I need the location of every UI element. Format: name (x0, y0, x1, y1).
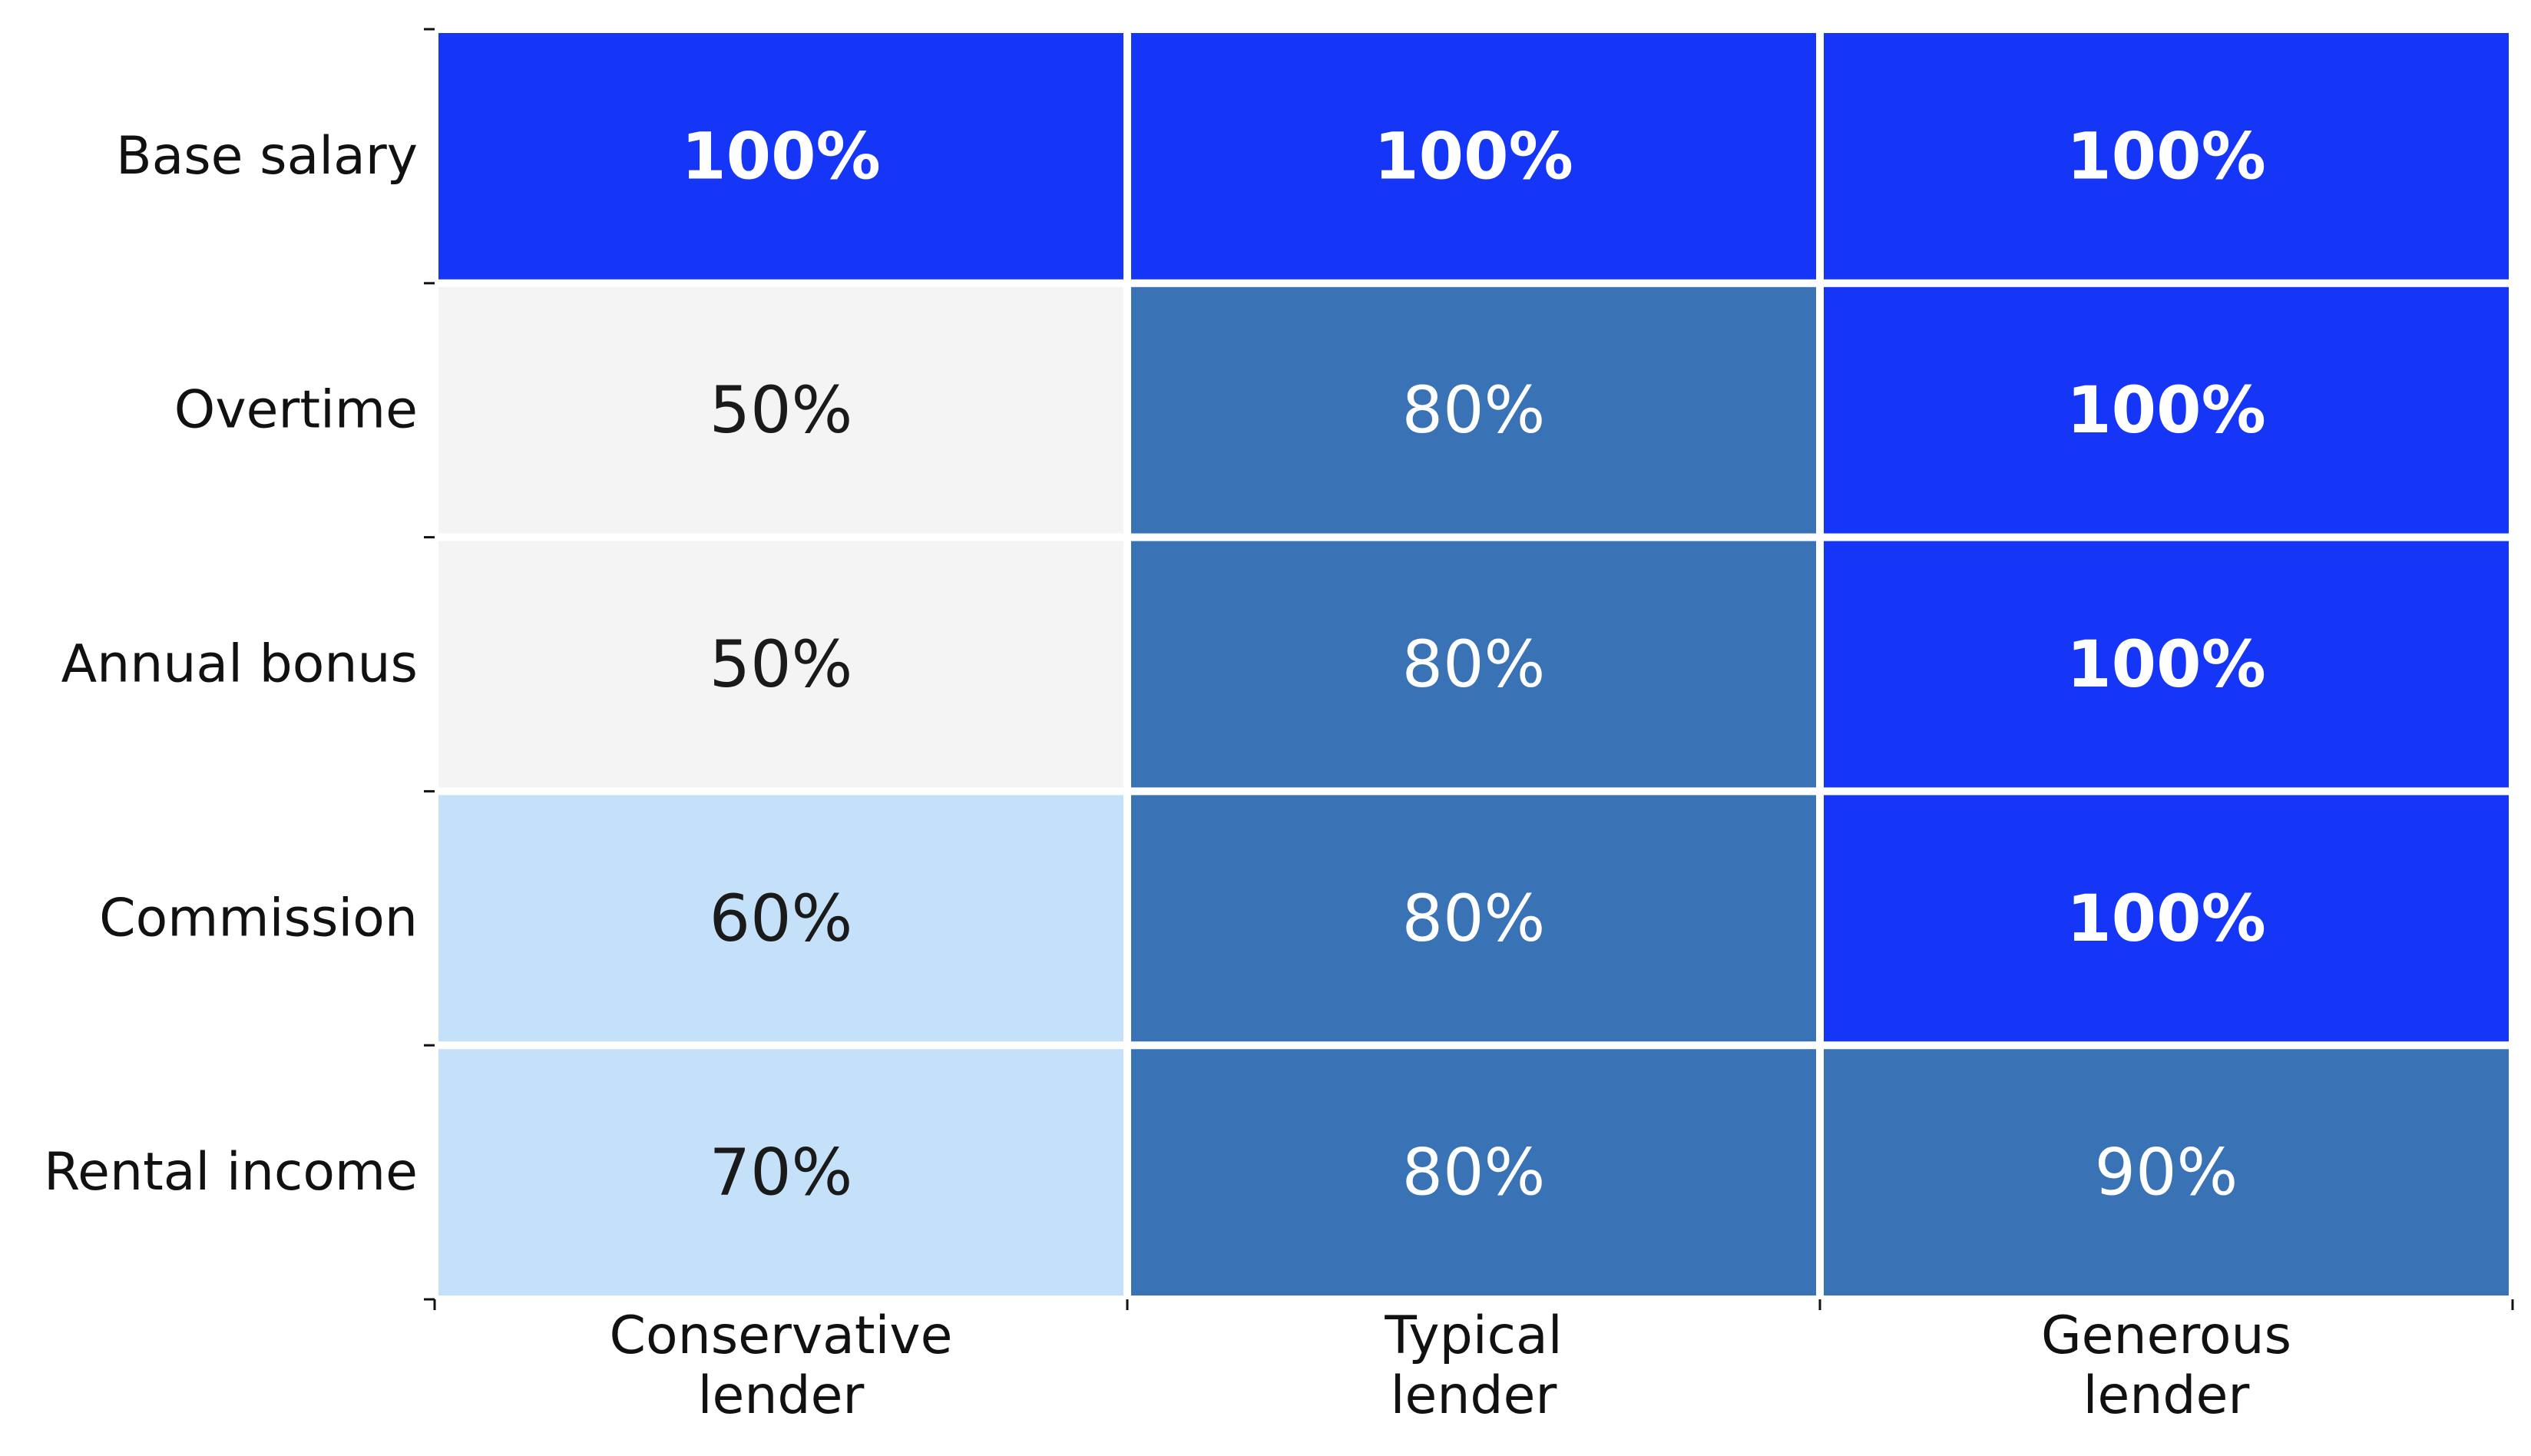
x-tick-label: Generous lender (2041, 1305, 2291, 1426)
heatmap-cell (1131, 286, 1816, 534)
heatmap-cell (1131, 795, 1816, 1042)
heatmap-cell-label: 100% (2066, 118, 2266, 194)
heatmap-cell-label: 50% (710, 627, 853, 702)
heatmap-cell (1131, 1049, 1816, 1296)
x-tick-label: Conservative lender (610, 1305, 953, 1426)
x-tick-label-line: Typical (1384, 1305, 1562, 1366)
heatmap-cell-label: 80% (1402, 372, 1546, 448)
x-tick-label-line: Generous (2041, 1305, 2291, 1366)
heatmap-cell (1824, 541, 2509, 788)
y-tick-label: Rental income (44, 1142, 418, 1203)
heatmap-cell (438, 286, 1123, 534)
heatmap-cell (438, 541, 1123, 788)
heatmap-cell-label: 100% (681, 118, 881, 194)
heatmap-cell (438, 33, 1123, 280)
heatmap-cell (1824, 286, 2509, 534)
x-tick-label-line: Conservative (610, 1305, 953, 1366)
heatmap-cell (438, 1049, 1123, 1296)
heatmap-cell-label: 100% (2066, 627, 2266, 702)
heatmap-cell-label: 80% (1402, 627, 1546, 702)
heatmap-cell-label: 80% (1402, 1135, 1546, 1210)
y-tick-label: Base salary (116, 126, 418, 187)
y-tick-label: Overtime (174, 380, 418, 441)
heatmap-cell-label: 100% (1374, 118, 1573, 194)
heatmap-cell (1131, 541, 1816, 788)
heatmap-cell-label: 100% (2066, 372, 2266, 448)
x-tick-label-line: lender (2083, 1365, 2250, 1426)
y-tick-label: Commission (99, 888, 418, 948)
heatmap-cell (1131, 33, 1816, 280)
heatmap-cell-label: 80% (1402, 881, 1546, 956)
x-tick-label-line: lender (1391, 1365, 1557, 1426)
x-tick-label: Typical lender (1384, 1305, 1562, 1426)
heatmap-cell (1824, 795, 2509, 1042)
heatmap-cell-label: 100% (2066, 881, 2266, 956)
heatmap-cell (438, 795, 1123, 1042)
heatmap-cell-label: 70% (710, 1135, 853, 1210)
heatmap-cell-label: 90% (2095, 1135, 2238, 1210)
heatmap-cell (1824, 1049, 2509, 1296)
heatmap-cell-label: 60% (710, 881, 853, 956)
y-tick-label: Annual bonus (61, 634, 418, 695)
x-tick-label-line: lender (698, 1365, 865, 1426)
heatmap-cell-label: 50% (710, 372, 853, 448)
heatmap-cell (1824, 33, 2509, 280)
